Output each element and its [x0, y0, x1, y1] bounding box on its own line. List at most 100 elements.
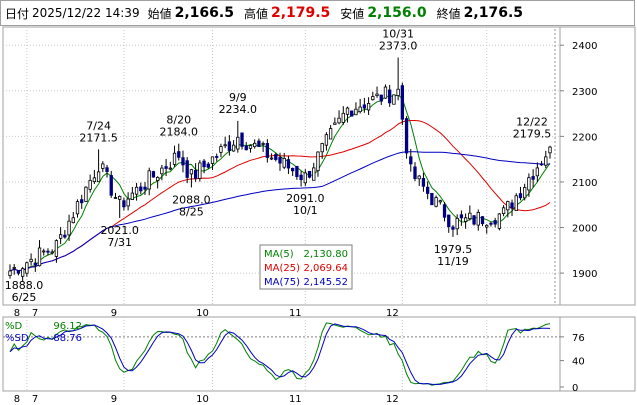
candle-body — [84, 186, 88, 202]
price-x-tick-label: 8 — [14, 308, 20, 319]
candle-body — [371, 96, 375, 101]
candle-body — [366, 102, 371, 111]
ma-legend-name: MA(5) — [264, 249, 294, 260]
stoch-tick-label: 0 — [572, 383, 578, 394]
candle-body — [544, 156, 548, 166]
candle-body — [92, 177, 97, 183]
candle-body — [168, 167, 172, 170]
high-value: 2,179.5 — [270, 5, 331, 21]
annotation-low-value: 1979.5 — [434, 243, 473, 256]
candle-body — [527, 177, 531, 191]
candle-body — [506, 201, 510, 211]
candle-body — [75, 201, 80, 215]
candle-body — [518, 193, 523, 199]
price-tick-label: 2000 — [572, 224, 597, 235]
candle-body — [244, 145, 248, 151]
candle-body — [236, 136, 240, 150]
candle-body — [442, 204, 447, 218]
stoch-x-tick-label: 10 — [196, 394, 209, 405]
candle-body — [409, 156, 413, 165]
ma-legend-value: 2,130.80 — [303, 249, 348, 260]
candle-body — [58, 234, 63, 239]
candle-body — [400, 85, 404, 120]
annotation-high-date: 10/31 — [382, 28, 414, 41]
candle-body — [33, 262, 37, 266]
candle-body — [113, 197, 118, 199]
date-label: 日付 — [5, 6, 30, 21]
candle-body — [181, 157, 185, 166]
candle-body — [468, 212, 472, 220]
price-tick-label: 1900 — [572, 269, 597, 280]
price-x-tick-label: 7 — [32, 308, 38, 319]
candle-body — [151, 171, 156, 178]
annotation-low-date: 10/1 — [293, 204, 318, 217]
candle-body — [459, 214, 464, 219]
stoch-tick-label: 76 — [572, 333, 585, 344]
candle-body — [316, 151, 320, 172]
candle-body — [320, 143, 324, 153]
candle-body — [447, 214, 451, 228]
annotation-low-value: 2021.0 — [100, 224, 139, 237]
candle-body — [426, 186, 430, 194]
candle-body — [227, 141, 232, 151]
annotation-low-date: 7/31 — [107, 236, 132, 249]
candle-body — [193, 169, 198, 179]
stoch-x-tick-label: 12 — [386, 394, 399, 405]
candle-body — [202, 160, 206, 168]
candle-body — [210, 156, 215, 164]
low-value: 2,156.0 — [367, 5, 427, 21]
candle-body — [548, 146, 552, 154]
candle-body — [71, 217, 75, 224]
stoch-legend-value: 96.12 — [53, 321, 82, 332]
annotation-high-date: 12/22 — [516, 116, 548, 129]
candle-body — [451, 226, 455, 230]
candle-body — [341, 112, 345, 123]
candle-body — [46, 250, 50, 253]
stoch-legend-name: %D — [5, 321, 23, 332]
candle-body — [337, 117, 341, 124]
candle-body — [54, 240, 59, 257]
candle-body — [223, 144, 227, 147]
stoch-x-tick-label: 11 — [289, 394, 302, 405]
price-x-tick-label: 9 — [111, 308, 117, 319]
stoch-tick-label: 40 — [572, 357, 585, 368]
candle-body — [417, 175, 421, 180]
price-tick-label: 2300 — [572, 87, 597, 98]
price-x-tick-label: 10 — [196, 308, 209, 319]
candle-body — [278, 157, 282, 164]
candle-body — [147, 170, 151, 190]
candle-body — [535, 167, 539, 177]
close-value: 2,176.5 — [463, 5, 524, 21]
annotation-low-date: 8/25 — [179, 205, 204, 218]
candle-body — [63, 234, 67, 238]
high-label: 高値 — [243, 6, 268, 21]
annotation-low-date: 11/19 — [437, 255, 469, 268]
candle-body — [312, 167, 316, 181]
candle-body — [29, 258, 33, 263]
candle-body — [109, 175, 113, 196]
annotation-high-value: 2179.5 — [513, 128, 552, 141]
open-label: 始値 — [147, 6, 172, 21]
annotation-high-value: 2373.0 — [379, 40, 418, 53]
candle-body — [472, 215, 476, 225]
candle-body — [303, 172, 307, 184]
candle-body — [130, 192, 134, 200]
candle-body — [12, 267, 16, 269]
datetime-value: 2025/12/22 14:39 — [32, 6, 140, 20]
annotation-high-value: 2234.0 — [219, 103, 258, 116]
candle-body — [438, 200, 442, 203]
candle-body — [455, 218, 459, 230]
stoch-sd-line — [9, 323, 551, 385]
price-tick-label: 2200 — [572, 132, 597, 143]
candle-body — [299, 174, 303, 181]
annotation-low-value: 2091.0 — [286, 192, 325, 205]
annotation-high-value: 2184.0 — [160, 126, 199, 139]
candle-body — [392, 94, 396, 105]
candle-body — [156, 176, 160, 181]
candle-body — [240, 132, 244, 147]
candle-body — [345, 107, 350, 115]
candle-body — [404, 118, 409, 154]
stoch-x-tick-label: 8 — [14, 394, 20, 405]
